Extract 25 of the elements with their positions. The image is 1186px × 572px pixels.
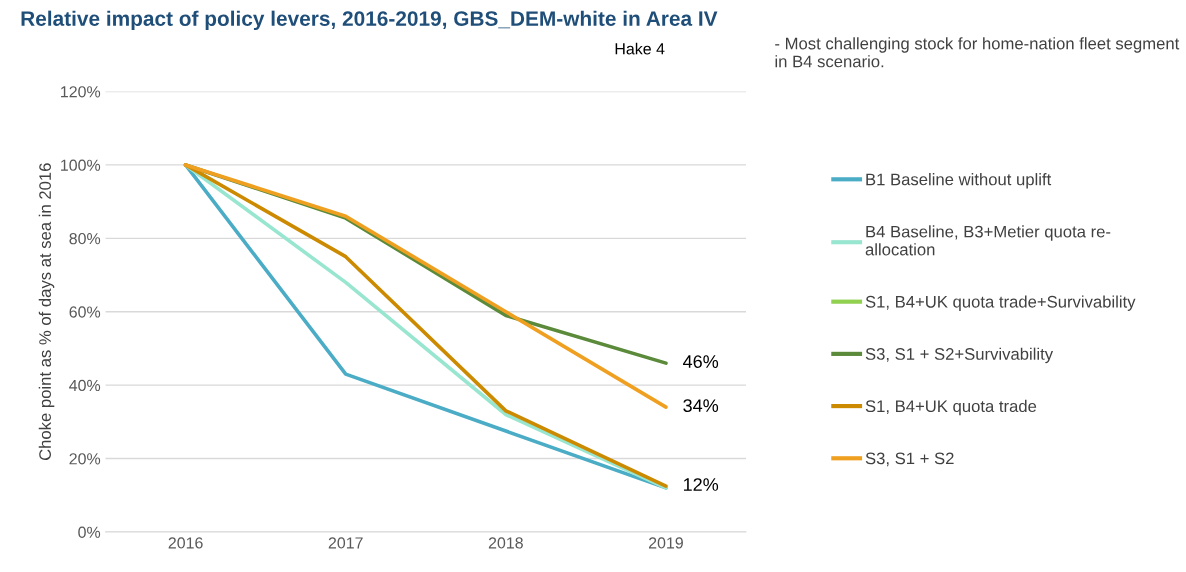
y-tick-label: 40%	[69, 379, 101, 392]
legend-label: S3, S1 + S2	[865, 452, 954, 467]
y-tick-label: 0%	[78, 526, 101, 538]
x-tick-label: 2018	[488, 537, 523, 549]
line-series	[183, 163, 668, 409]
x-tick-label: 2019	[648, 537, 683, 549]
legend-label: B4 Baseline, B3+Metier quota re- allocation	[865, 225, 1111, 256]
legend-label: B1 Baseline without uplift	[866, 173, 1052, 189]
y-tick-label: 60%	[69, 306, 101, 318]
y-tick-label: 80%	[69, 232, 101, 245]
data-label: 34%	[683, 399, 719, 413]
x-tick-label: 2016	[168, 537, 203, 549]
legend-label: S3, S1 + S2+Survivability	[865, 347, 1054, 364]
y-tick-label: 100%	[61, 159, 101, 171]
legend-label: S1, B4+UK quota trade	[865, 399, 1037, 416]
y-tick-label: 20%	[69, 453, 101, 465]
data-label: 12%	[683, 478, 719, 491]
y-axis-title: Choke point as % of days at sea in 2016	[38, 163, 55, 461]
legend-label: S1, B4+UK quota trade+Survivability	[865, 295, 1136, 311]
chart-title: Relative impact of policy levers, 2016-2019, GBS_DEM-white in Area IV	[21, 10, 718, 31]
data-label: 46%	[683, 355, 719, 368]
x-tick-label: 2017	[328, 537, 363, 549]
text: - Most challenging stock for home-nation fleet segment in B4 scenario.	[775, 37, 1180, 68]
y-tick-label: 120%	[61, 86, 101, 98]
text: Hake 4	[615, 42, 665, 55]
